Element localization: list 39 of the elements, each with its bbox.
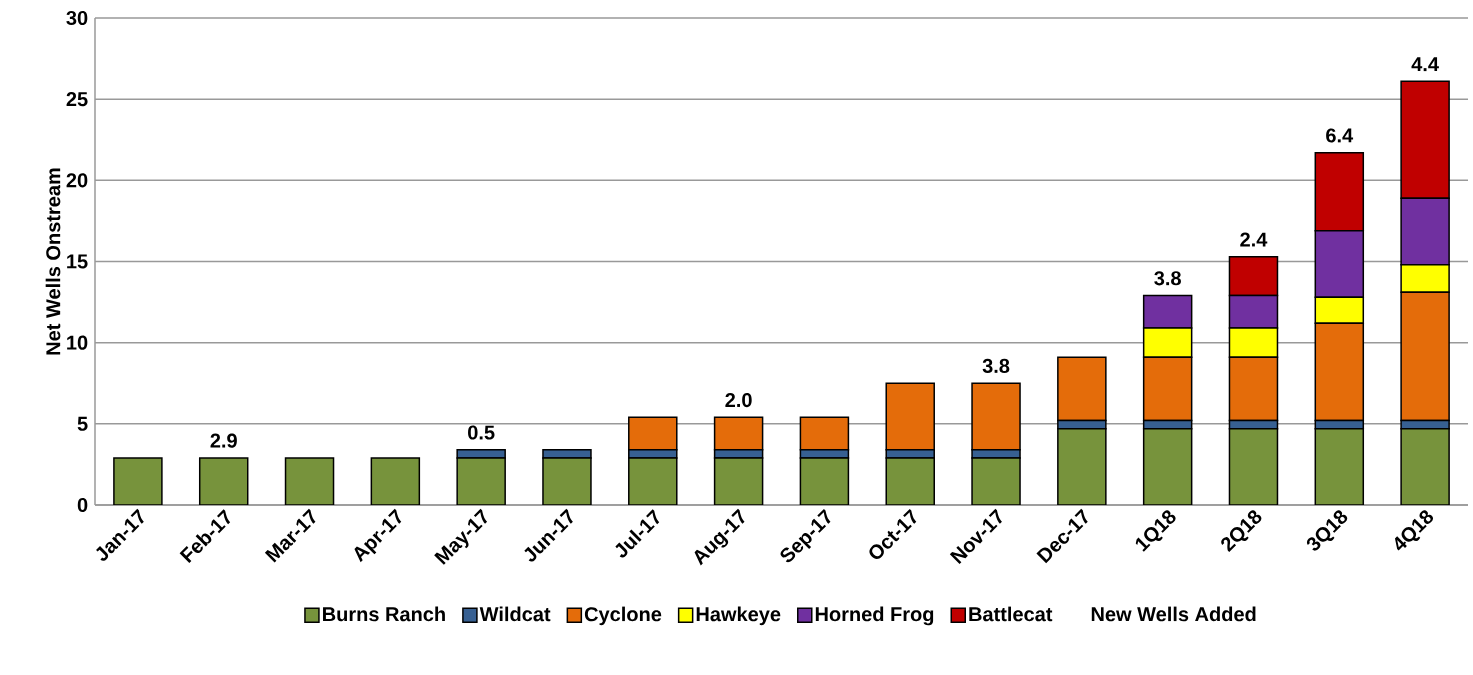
legend-label: Cyclone xyxy=(584,606,662,626)
annotation: 3.8 xyxy=(1154,271,1181,286)
y-tick-label: 15 xyxy=(67,254,88,269)
annotation: 2.9 xyxy=(210,433,237,448)
bar xyxy=(457,457,506,505)
y-tick-label: 0 xyxy=(77,497,88,513)
annotation: 3.8 xyxy=(982,358,1010,374)
bar xyxy=(886,457,935,505)
bar xyxy=(628,457,677,505)
y-axis-title: Net Wells Onstream xyxy=(45,168,61,355)
legend-label: Horned Frog xyxy=(815,606,934,626)
bar xyxy=(542,457,591,505)
annotation: 2.4 xyxy=(1240,232,1268,247)
bar xyxy=(714,457,763,505)
bar xyxy=(800,457,849,505)
bar xyxy=(1229,428,1278,505)
bar xyxy=(1400,427,1450,505)
legend-label: Hawkeye xyxy=(696,606,781,626)
y-tick-label: 30 xyxy=(66,10,88,26)
annotation: 0.5 xyxy=(468,425,495,440)
y-tick-label: 20 xyxy=(66,173,88,188)
bar xyxy=(1315,428,1364,505)
annotation: 2.0 xyxy=(725,392,752,408)
bar xyxy=(199,457,248,505)
bar xyxy=(1143,428,1192,505)
bar xyxy=(1057,428,1106,505)
annotation: 6.4 xyxy=(1326,128,1354,143)
y-tick-label: 5 xyxy=(77,416,88,431)
legend-label: Battlecat xyxy=(969,606,1053,622)
legend-label: Wildcat xyxy=(479,606,551,622)
text: New Wells Added xyxy=(1091,606,1256,622)
legend-label: Burns Ranch xyxy=(323,606,445,622)
bar xyxy=(371,457,420,505)
y-tick-label: 25 xyxy=(66,92,88,107)
y-tick-label: 10 xyxy=(67,335,88,350)
bar xyxy=(113,457,162,505)
bar xyxy=(972,457,1021,505)
annotation: 4.4 xyxy=(1411,57,1439,72)
bar xyxy=(285,457,334,505)
